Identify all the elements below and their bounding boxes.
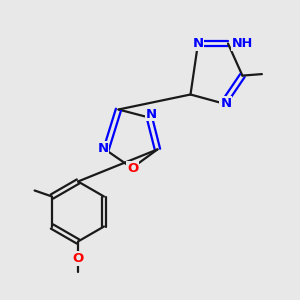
Text: O: O bbox=[127, 162, 138, 175]
Text: N: N bbox=[97, 142, 109, 155]
Text: N: N bbox=[146, 107, 157, 121]
Text: O: O bbox=[72, 252, 84, 266]
Text: N: N bbox=[192, 37, 204, 50]
Text: N: N bbox=[220, 97, 232, 110]
Text: NH: NH bbox=[232, 37, 253, 50]
